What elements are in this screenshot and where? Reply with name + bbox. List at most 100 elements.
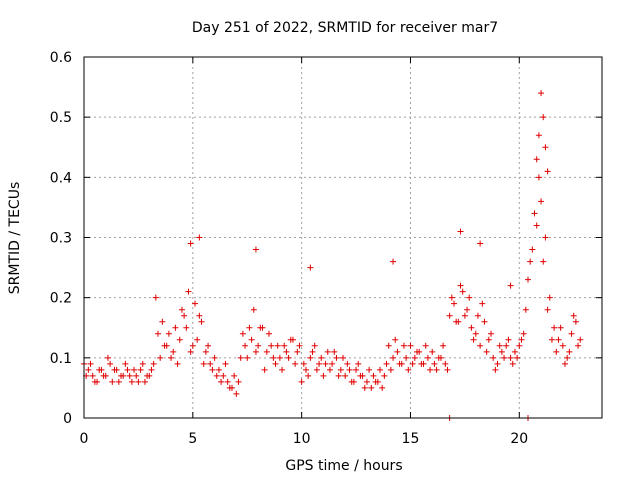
- data-point: [126, 372, 133, 379]
- data-point: [540, 114, 547, 121]
- data-point: [89, 372, 96, 379]
- data-point: [520, 330, 527, 337]
- data-point: [457, 282, 464, 289]
- data-point: [440, 342, 447, 349]
- data-point: [507, 282, 514, 289]
- data-point: [444, 366, 451, 373]
- data-point: [187, 240, 194, 247]
- data-point: [353, 366, 360, 373]
- data-point: [564, 354, 571, 361]
- data-point: [422, 342, 429, 349]
- data-point: [429, 348, 436, 355]
- y-tick-label: 0: [63, 411, 72, 427]
- data-point: [509, 360, 516, 367]
- data-point: [283, 348, 290, 355]
- data-point: [522, 306, 529, 313]
- data-point: [139, 360, 146, 367]
- data-point: [468, 324, 475, 331]
- data-point: [385, 342, 392, 349]
- data-point: [461, 312, 468, 319]
- data-point: [533, 156, 540, 163]
- data-point: [185, 288, 192, 295]
- data-point: [379, 384, 386, 391]
- x-tick-label: 20: [510, 431, 528, 447]
- data-point: [548, 336, 555, 343]
- data-point: [363, 378, 370, 385]
- data-point: [435, 354, 442, 361]
- data-point: [113, 366, 120, 373]
- data-point: [150, 360, 157, 367]
- data-point: [403, 354, 410, 361]
- data-point: [381, 372, 388, 379]
- data-point: [366, 366, 373, 373]
- data-point: [246, 324, 253, 331]
- data-point: [224, 378, 231, 385]
- data-point: [307, 354, 314, 361]
- data-point: [459, 288, 466, 295]
- data-point: [161, 342, 168, 349]
- data-point: [318, 354, 325, 361]
- data-point: [237, 354, 244, 361]
- data-point: [477, 342, 484, 349]
- data-point: [453, 318, 460, 325]
- data-point: [231, 372, 238, 379]
- data-point: [124, 366, 131, 373]
- data-point: [268, 342, 275, 349]
- data-point: [324, 348, 331, 355]
- data-point: [342, 372, 349, 379]
- data-point: [305, 372, 312, 379]
- data-point: [335, 372, 342, 379]
- data-point: [544, 168, 551, 175]
- data-point: [433, 366, 440, 373]
- data-point: [213, 372, 220, 379]
- data-point: [337, 366, 344, 373]
- data-point: [96, 366, 103, 373]
- data-point: [261, 366, 268, 373]
- data-point: [250, 306, 257, 313]
- data-point: [355, 360, 362, 367]
- data-point: [553, 348, 560, 355]
- y-axis-label: SRMTID / TECUs: [7, 182, 23, 295]
- data-point: [348, 378, 355, 385]
- data-point: [122, 360, 129, 367]
- data-point: [357, 372, 364, 379]
- data-point: [370, 372, 377, 379]
- data-point: [575, 342, 582, 349]
- data-point: [424, 354, 431, 361]
- data-point: [505, 336, 512, 343]
- data-point: [152, 294, 159, 301]
- data-point: [566, 348, 573, 355]
- data-point: [538, 90, 545, 97]
- data-point: [542, 234, 549, 241]
- axis-ticks: [83, 56, 602, 419]
- data-point: [109, 378, 116, 385]
- x-axis-label: GPS time / hours: [285, 458, 402, 474]
- data-point: [165, 330, 172, 337]
- data-point: [361, 384, 368, 391]
- data-point: [266, 330, 272, 337]
- data-point: [211, 354, 218, 361]
- data-point: [85, 366, 92, 373]
- data-point: [320, 372, 327, 379]
- data-point: [538, 198, 545, 205]
- data-point: [189, 342, 196, 349]
- data-point: [331, 348, 338, 355]
- data-point: [535, 174, 542, 181]
- data-point: [527, 258, 534, 265]
- data-point: [181, 312, 188, 319]
- data-point: [546, 294, 553, 301]
- y-tick-labels: 0 0.1 0.2 0.3 0.4 0.5 0.6: [50, 50, 72, 427]
- data-point: [233, 390, 240, 397]
- data-point: [377, 366, 383, 373]
- y-tick-label: 0.2: [50, 291, 72, 307]
- data-point: [298, 378, 305, 385]
- data-point: [218, 378, 225, 385]
- x-tick-label: 5: [188, 431, 197, 447]
- data-point: [551, 324, 558, 331]
- data-point: [503, 342, 510, 349]
- data-point: [172, 324, 179, 331]
- data-point: [431, 360, 438, 367]
- data-point: [540, 258, 547, 265]
- data-point: [235, 378, 242, 385]
